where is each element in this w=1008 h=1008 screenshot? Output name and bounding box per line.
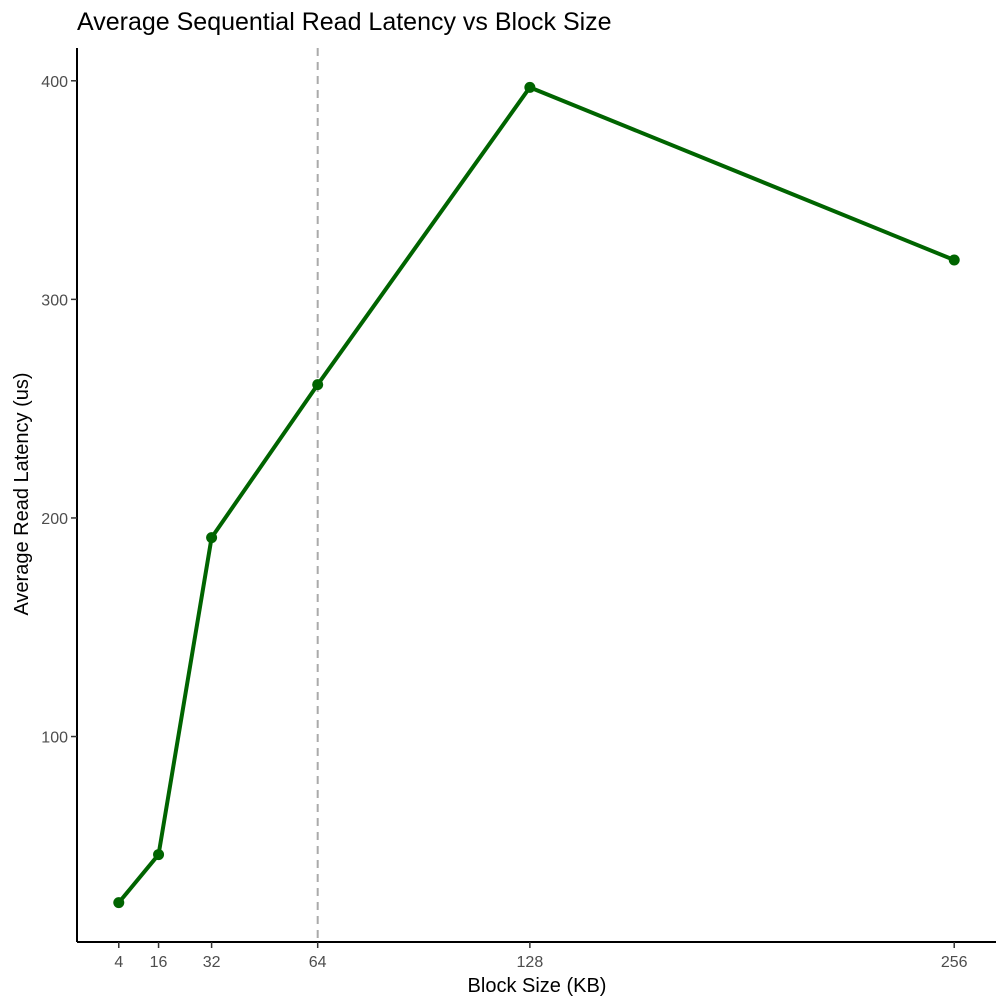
x-tick-label: 128 bbox=[517, 954, 544, 971]
y-tick-label: 200 bbox=[41, 511, 68, 528]
x-tick-label: 4 bbox=[114, 954, 123, 971]
x-tick-label: 16 bbox=[150, 954, 168, 971]
data-point bbox=[153, 849, 165, 861]
data-point bbox=[206, 532, 218, 544]
x-tick-label: 32 bbox=[203, 954, 221, 971]
x-axis-title: Block Size (KB) bbox=[468, 975, 607, 997]
y-axis-title: Average Read Latency (us) bbox=[11, 372, 33, 615]
data-point bbox=[524, 81, 536, 93]
chart-title: Average Sequential Read Latency vs Block… bbox=[77, 8, 612, 36]
data-point bbox=[312, 379, 324, 391]
data-point bbox=[948, 254, 960, 266]
y-tick-label: 300 bbox=[41, 292, 68, 309]
series-line bbox=[117, 85, 955, 904]
y-tick-label: 100 bbox=[41, 730, 68, 747]
y-tick-label: 400 bbox=[41, 74, 68, 91]
x-tick-label: 256 bbox=[941, 954, 968, 971]
data-point bbox=[113, 897, 125, 909]
plot-area: 100 200 300 400 4 16 32 64 128 256 bbox=[41, 48, 996, 971]
x-tick-label: 64 bbox=[309, 954, 327, 971]
